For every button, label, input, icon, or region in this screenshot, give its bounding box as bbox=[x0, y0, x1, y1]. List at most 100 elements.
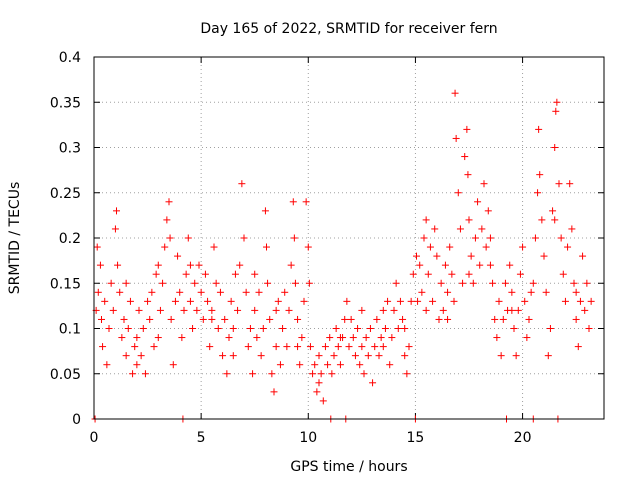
data-point bbox=[424, 270, 432, 278]
data-point bbox=[403, 370, 411, 378]
data-point bbox=[523, 334, 531, 342]
data-point bbox=[242, 288, 250, 296]
data-point bbox=[480, 180, 488, 188]
data-point bbox=[552, 107, 560, 115]
data-point bbox=[253, 334, 261, 342]
data-point bbox=[559, 270, 567, 278]
data-point bbox=[197, 288, 205, 296]
data-point bbox=[585, 325, 593, 332]
data-point bbox=[289, 198, 297, 206]
y-tick-label: 0.4 bbox=[59, 50, 81, 66]
data-point bbox=[478, 225, 486, 233]
data-point bbox=[549, 207, 557, 215]
data-point bbox=[497, 352, 505, 360]
data-point bbox=[317, 370, 325, 378]
y-tick-label: 0.15 bbox=[50, 276, 81, 292]
data-point bbox=[514, 306, 522, 314]
data-point bbox=[287, 261, 295, 269]
plot-frame bbox=[93, 56, 605, 420]
data-point bbox=[375, 352, 383, 360]
data-point bbox=[244, 343, 252, 351]
y-tick-label: 0 bbox=[72, 412, 81, 428]
data-point bbox=[356, 361, 364, 369]
data-point bbox=[263, 243, 270, 251]
data-point bbox=[305, 279, 313, 287]
data-point bbox=[471, 234, 479, 242]
data-point bbox=[111, 225, 119, 233]
data-point bbox=[268, 370, 276, 378]
y-tick-label: 0.2 bbox=[59, 231, 81, 247]
data-point bbox=[401, 352, 409, 360]
y-tick-label: 0.3 bbox=[59, 141, 81, 157]
x-tick-label: 20 bbox=[514, 430, 532, 446]
data-point bbox=[193, 306, 201, 314]
data-point bbox=[386, 361, 394, 369]
data-point bbox=[407, 297, 415, 305]
y-tick-label: 0.1 bbox=[59, 322, 81, 338]
data-point bbox=[583, 279, 591, 287]
data-point bbox=[214, 325, 222, 332]
data-point bbox=[223, 370, 231, 378]
chart-title: Day 165 of 2022, SRMTID for receiver fer… bbox=[200, 21, 497, 37]
data-point bbox=[401, 325, 409, 332]
data-point bbox=[510, 325, 518, 332]
data-point bbox=[572, 315, 580, 323]
data-point bbox=[94, 288, 102, 296]
data-point bbox=[154, 334, 162, 342]
data-point bbox=[309, 370, 317, 378]
data-point bbox=[319, 397, 327, 405]
data-point bbox=[126, 297, 134, 305]
data-point bbox=[264, 279, 272, 287]
data-point bbox=[251, 270, 259, 278]
data-point bbox=[444, 315, 452, 323]
data-point bbox=[474, 198, 482, 206]
data-point bbox=[379, 306, 387, 314]
data-point bbox=[315, 352, 323, 360]
data-point bbox=[491, 315, 499, 323]
data-point bbox=[416, 261, 424, 269]
data-point bbox=[396, 297, 404, 305]
data-point bbox=[495, 297, 503, 305]
data-point bbox=[388, 334, 396, 342]
data-point bbox=[330, 352, 338, 360]
data-point bbox=[98, 315, 105, 323]
data-point bbox=[159, 279, 167, 287]
data-point bbox=[291, 279, 299, 287]
data-point bbox=[456, 225, 464, 233]
data-point bbox=[418, 288, 426, 296]
data-point bbox=[216, 288, 224, 296]
y-tick-label: 0.05 bbox=[50, 367, 81, 383]
data-point bbox=[564, 243, 572, 251]
data-point bbox=[555, 180, 563, 188]
data-point bbox=[360, 370, 368, 378]
data-point bbox=[321, 343, 329, 351]
data-point bbox=[450, 297, 458, 305]
data-point bbox=[538, 216, 546, 224]
data-point bbox=[358, 306, 366, 314]
data-point bbox=[279, 325, 287, 332]
data-point bbox=[476, 261, 484, 269]
data-point bbox=[414, 297, 422, 305]
data-point bbox=[133, 334, 141, 342]
data-point bbox=[139, 325, 147, 332]
data-point bbox=[229, 325, 237, 332]
data-point bbox=[191, 279, 199, 287]
data-point bbox=[444, 288, 452, 296]
data-point bbox=[341, 315, 349, 323]
y-tick-label: 0.25 bbox=[50, 186, 81, 202]
data-point bbox=[122, 279, 130, 287]
data-point bbox=[261, 207, 269, 215]
data-point bbox=[212, 279, 220, 287]
data-point bbox=[99, 343, 107, 351]
y-tick-label: 0.35 bbox=[50, 95, 81, 111]
grid bbox=[94, 57, 604, 419]
data-point bbox=[274, 297, 282, 305]
data-point bbox=[448, 270, 456, 278]
data-point bbox=[171, 297, 179, 305]
data-point bbox=[451, 89, 459, 97]
data-point bbox=[409, 270, 417, 278]
data-point bbox=[527, 288, 535, 296]
data-point bbox=[240, 234, 248, 242]
data-point bbox=[272, 343, 280, 351]
data-point bbox=[519, 243, 527, 251]
